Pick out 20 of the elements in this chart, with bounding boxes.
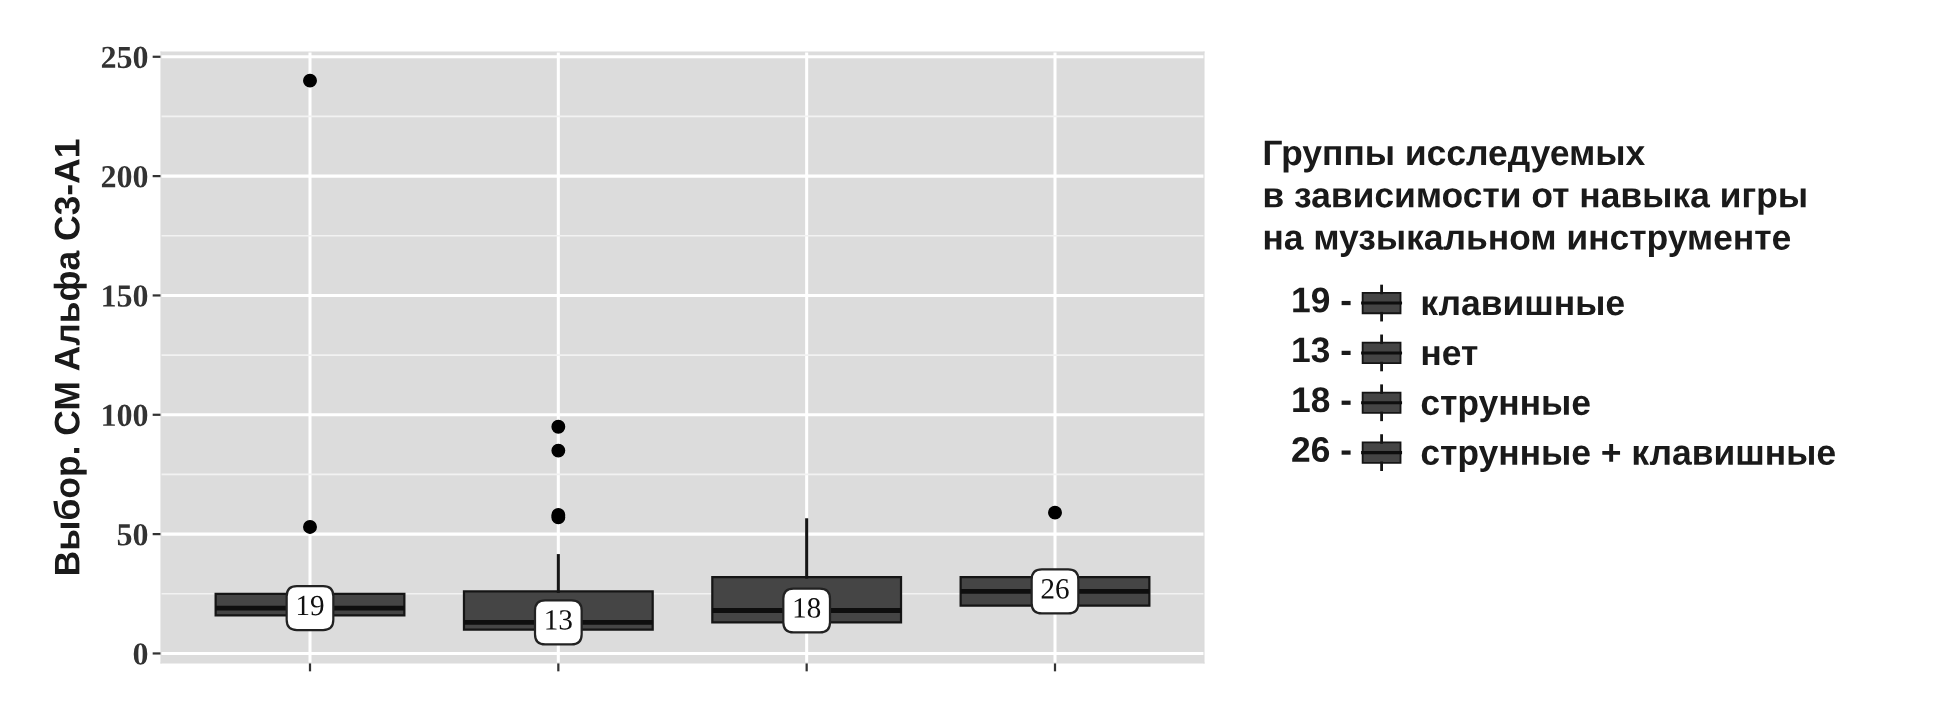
- text: 13: [546, 610, 572, 630]
- text: 18 -: [1293, 387, 1351, 413]
- legend-title: Группы исследуемых в зависимости от навыка игры на музыкальном инструменте: [1264, 140, 1806, 257]
- legend-label: струнные + клавишные: [1421, 443, 1835, 472]
- text: 13 -: [1293, 337, 1351, 363]
- text: 19 -: [1293, 287, 1351, 313]
- y-tick-label: 0: [133, 643, 148, 665]
- y-tick-label: 150: [103, 285, 148, 307]
- legend-label: клавишные: [1422, 296, 1624, 316]
- y-tick-label: 250: [101, 46, 148, 69]
- text: 18: [794, 598, 821, 618]
- y-axis-title: Выбор. СМ Альфа С3-А1: [53, 139, 87, 575]
- legend-label: струнные: [1421, 395, 1590, 423]
- text: 19: [297, 595, 324, 616]
- text: 26 -: [1292, 437, 1351, 463]
- y-tick-label: 200: [101, 165, 148, 188]
- legend-label: нет: [1422, 345, 1478, 366]
- y-tick-label: 50: [117, 523, 148, 546]
- y-tick-label: 100: [103, 404, 148, 427]
- text: 26: [1041, 579, 1069, 599]
